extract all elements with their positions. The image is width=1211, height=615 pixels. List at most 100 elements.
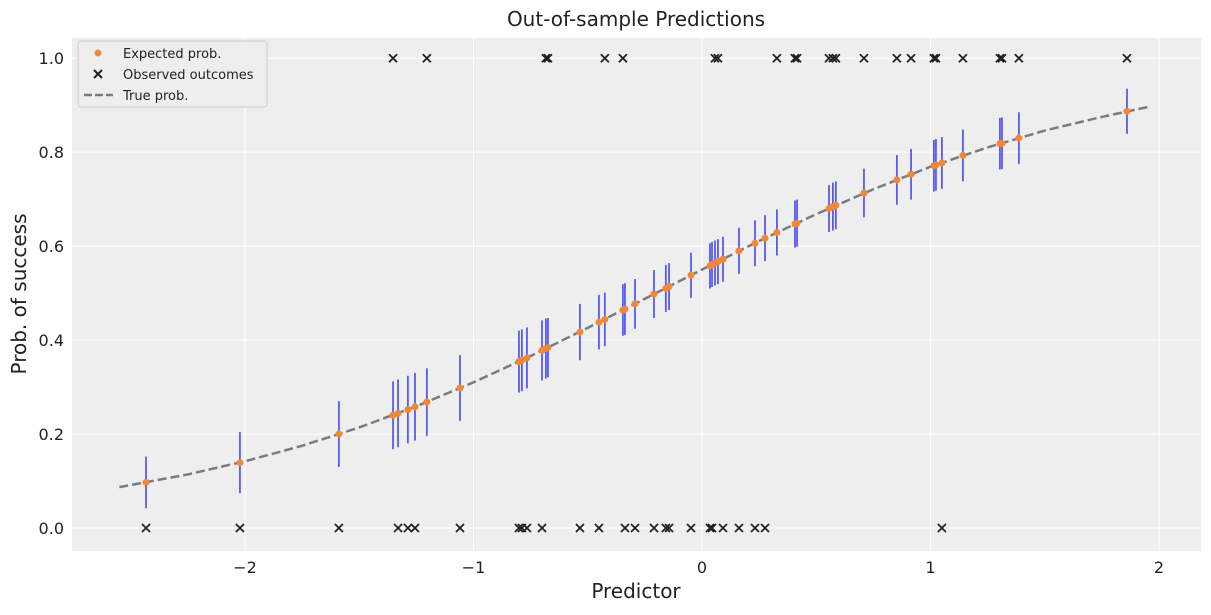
expected-point (595, 318, 603, 326)
legend-label-expected: Expected prob. (123, 47, 221, 62)
legend-label-true: True prob. (122, 89, 188, 104)
observed-point (661, 523, 671, 533)
expected-point (1015, 134, 1023, 142)
expected-prob-series (142, 107, 1131, 486)
expected-point (601, 315, 609, 323)
observed-point (824, 53, 834, 63)
x-tick-label: −2 (233, 558, 257, 577)
x-tick-label: 2 (1154, 558, 1164, 577)
observed-point (141, 523, 151, 533)
observed-point (514, 523, 524, 533)
x-tick-labels: −2 −1 0 1 2 (233, 558, 1164, 577)
expected-point (719, 255, 727, 263)
y-tick-label: 0.2 (39, 425, 64, 444)
legend-marker-observed (93, 69, 103, 79)
observed-point (892, 53, 902, 63)
expected-point (687, 271, 695, 279)
observed-point (929, 53, 939, 63)
observed-point (575, 523, 585, 533)
observed-point (792, 53, 802, 63)
y-tick-labels: 0.0 0.2 0.4 0.6 0.8 1.0 (39, 49, 64, 538)
observed-point (790, 53, 800, 63)
expected-point (998, 139, 1006, 147)
observed-point (618, 53, 628, 63)
observed-point (543, 53, 553, 63)
legend-marker-expected (94, 49, 102, 57)
observed-point (958, 53, 968, 63)
observed-point (713, 53, 723, 63)
observed-point (931, 53, 941, 63)
expected-point (1123, 107, 1131, 115)
observed-point (710, 53, 720, 63)
observed-point (734, 523, 744, 533)
observed-point (831, 53, 841, 63)
legend: Expected prob. Observed outcomes True pr… (77, 40, 268, 108)
observed-point (334, 523, 344, 533)
observed-point (1014, 53, 1024, 63)
expected-point (335, 430, 343, 438)
expected-point (773, 228, 781, 236)
true-prob-line (119, 105, 1148, 489)
observed-point (537, 523, 547, 533)
observed-point (937, 523, 947, 533)
observed-point (750, 523, 760, 533)
observed-point (594, 523, 604, 533)
x-tick-label: 1 (925, 558, 935, 577)
observed-point (403, 523, 413, 533)
expected-point (411, 403, 419, 411)
expected-point (456, 384, 464, 392)
observed-point (859, 53, 869, 63)
expected-point (938, 159, 946, 167)
observed-point (772, 53, 782, 63)
observed-point (235, 523, 245, 533)
expected-point (907, 170, 915, 178)
expected-point (793, 219, 801, 227)
chart-title: Out-of-sample Predictions (507, 7, 765, 31)
expected-point (404, 406, 412, 414)
expected-point (142, 478, 150, 486)
y-tick-label: 1.0 (39, 49, 64, 68)
expected-point (761, 234, 769, 242)
observed-outcomes-series (141, 53, 1132, 533)
expected-point (423, 398, 431, 406)
observed-point (705, 523, 715, 533)
observed-point (455, 523, 465, 533)
observed-point (388, 53, 398, 63)
observed-point (707, 523, 717, 533)
y-tick-label: 0.0 (39, 519, 64, 538)
x-axis-label: Predictor (591, 579, 681, 603)
y-tick-label: 0.6 (39, 237, 64, 256)
x-tick-label: −1 (462, 558, 486, 577)
expected-point (665, 283, 673, 291)
observed-point (718, 523, 728, 533)
expected-point (544, 344, 552, 352)
expected-point (621, 305, 629, 313)
y-tick-label: 0.8 (39, 143, 64, 162)
observed-point (522, 523, 532, 533)
expected-point (893, 176, 901, 184)
observed-point (630, 523, 640, 533)
expected-point (751, 239, 759, 247)
expected-point (832, 201, 840, 209)
observed-point (1122, 53, 1132, 63)
expected-point (959, 151, 967, 159)
observed-point (997, 53, 1007, 63)
observed-point (600, 53, 610, 63)
observed-point (620, 523, 630, 533)
observed-point (649, 523, 659, 533)
y-axis-label: Prob. of success (7, 213, 31, 374)
observed-point (686, 523, 696, 533)
observed-point (541, 53, 551, 63)
observed-point (410, 523, 420, 533)
legend-label-observed: Observed outcomes (123, 68, 254, 83)
expected-point (932, 161, 940, 169)
expected-point (650, 290, 658, 298)
expected-point (631, 300, 639, 308)
observed-point (664, 523, 674, 533)
observed-point (393, 523, 403, 533)
observed-point (828, 53, 838, 63)
expected-point (576, 328, 584, 336)
x-tick-label: 0 (697, 558, 707, 577)
expected-point (523, 354, 531, 362)
